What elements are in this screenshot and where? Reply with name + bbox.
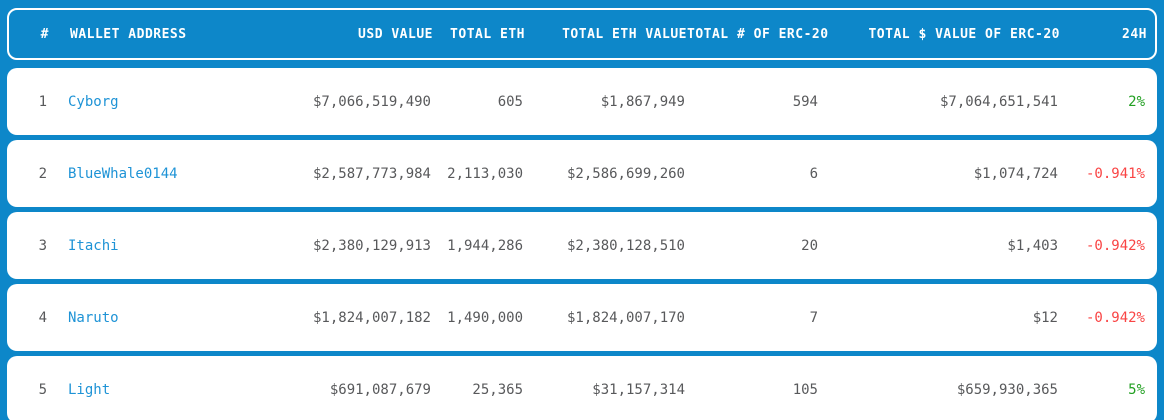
table-row: 1 Cyborg $7,066,519,490 605 $1,867,949 5… (7, 68, 1157, 135)
wallet-link[interactable]: BlueWhale0144 (68, 165, 178, 182)
usd-value-cell: $2,380,129,913 (312, 237, 431, 254)
total-eth-value-cell: $31,157,314 (592, 381, 685, 398)
wallet-address-cell: Naruto (47, 310, 287, 326)
wallet-link[interactable]: Cyborg (68, 93, 119, 110)
rank-cell: 5 (38, 381, 47, 398)
total-eth-value-cell: $1,824,007,170 (566, 309, 685, 326)
change-24h-cell: -0.942% (1085, 309, 1145, 326)
wallet-address-cell: Light (47, 382, 287, 398)
total-eth-value-cell: $2,586,699,260 (566, 165, 685, 182)
column-header-total-eth: TOTAL ETH (450, 26, 525, 42)
change-24h-cell: 2% (1128, 93, 1145, 110)
wallet-address-cell: Itachi (47, 238, 287, 254)
rank-cell: 1 (38, 93, 47, 110)
usd-value-cell: $2,587,773,984 (312, 165, 431, 182)
wallet-address-cell: BlueWhale0144 (47, 166, 287, 182)
column-header-rank: # (40, 26, 49, 42)
table-row: 4 Naruto $1,824,007,182 1,490,000 $1,824… (7, 284, 1157, 351)
total-erc20-value-cell: $659,930,365 (956, 381, 1058, 398)
usd-value-cell: $691,087,679 (329, 381, 431, 398)
total-erc20-value-cell: $1,074,724 (973, 165, 1058, 182)
wallet-link[interactable]: Light (68, 381, 111, 398)
column-header-total-erc20-count: TOTAL # OF ERC-20 (687, 26, 829, 42)
total-eth-cell: 605 (497, 93, 523, 110)
total-eth-cell: 2,113,030 (447, 165, 523, 182)
total-eth-cell: 1,490,000 (447, 309, 523, 326)
total-erc20-count-cell: 105 (792, 381, 818, 398)
total-eth-cell: 25,365 (472, 381, 523, 398)
total-eth-value-cell: $1,867,949 (600, 93, 685, 110)
rank-cell: 3 (38, 237, 47, 254)
usd-value-cell: $7,066,519,490 (312, 93, 431, 110)
table-row: 5 Light $691,087,679 25,365 $31,157,314 … (7, 356, 1157, 420)
rank-cell: 2 (38, 165, 47, 182)
column-header-total-eth-value: TOTAL ETH VALUE (562, 26, 687, 42)
total-erc20-value-cell: $12 (1032, 309, 1058, 326)
total-eth-value-cell: $2,380,128,510 (566, 237, 685, 254)
total-erc20-value-cell: $7,064,651,541 (939, 93, 1058, 110)
total-erc20-count-cell: 20 (801, 237, 818, 254)
rank-cell: 4 (38, 309, 47, 326)
change-24h-cell: -0.942% (1085, 237, 1145, 254)
total-erc20-count-cell: 6 (809, 165, 818, 182)
table-row: 2 BlueWhale0144 $2,587,773,984 2,113,030… (7, 140, 1157, 207)
wallet-link[interactable]: Itachi (68, 237, 119, 254)
column-header-24h-change: 24H (1122, 26, 1147, 42)
usd-value-cell: $1,824,007,182 (312, 309, 431, 326)
wallet-address-cell: Cyborg (47, 94, 287, 110)
column-header-total-erc20-value: TOTAL $ VALUE OF ERC-20 (868, 26, 1060, 42)
table-header: # WALLET ADDRESS USD VALUE TOTAL ETH TOT… (7, 8, 1157, 60)
change-24h-cell: 5% (1128, 381, 1145, 398)
total-erc20-count-cell: 7 (809, 309, 818, 326)
wallet-link[interactable]: Naruto (68, 309, 119, 326)
table-row: 3 Itachi $2,380,129,913 1,944,286 $2,380… (7, 212, 1157, 279)
total-eth-cell: 1,944,286 (447, 237, 523, 254)
total-erc20-count-cell: 594 (792, 93, 818, 110)
total-erc20-value-cell: $1,403 (1007, 237, 1058, 254)
column-header-usd-value: USD VALUE (358, 26, 433, 42)
column-header-wallet-address: WALLET ADDRESS (70, 26, 187, 42)
change-24h-cell: -0.941% (1085, 165, 1145, 182)
